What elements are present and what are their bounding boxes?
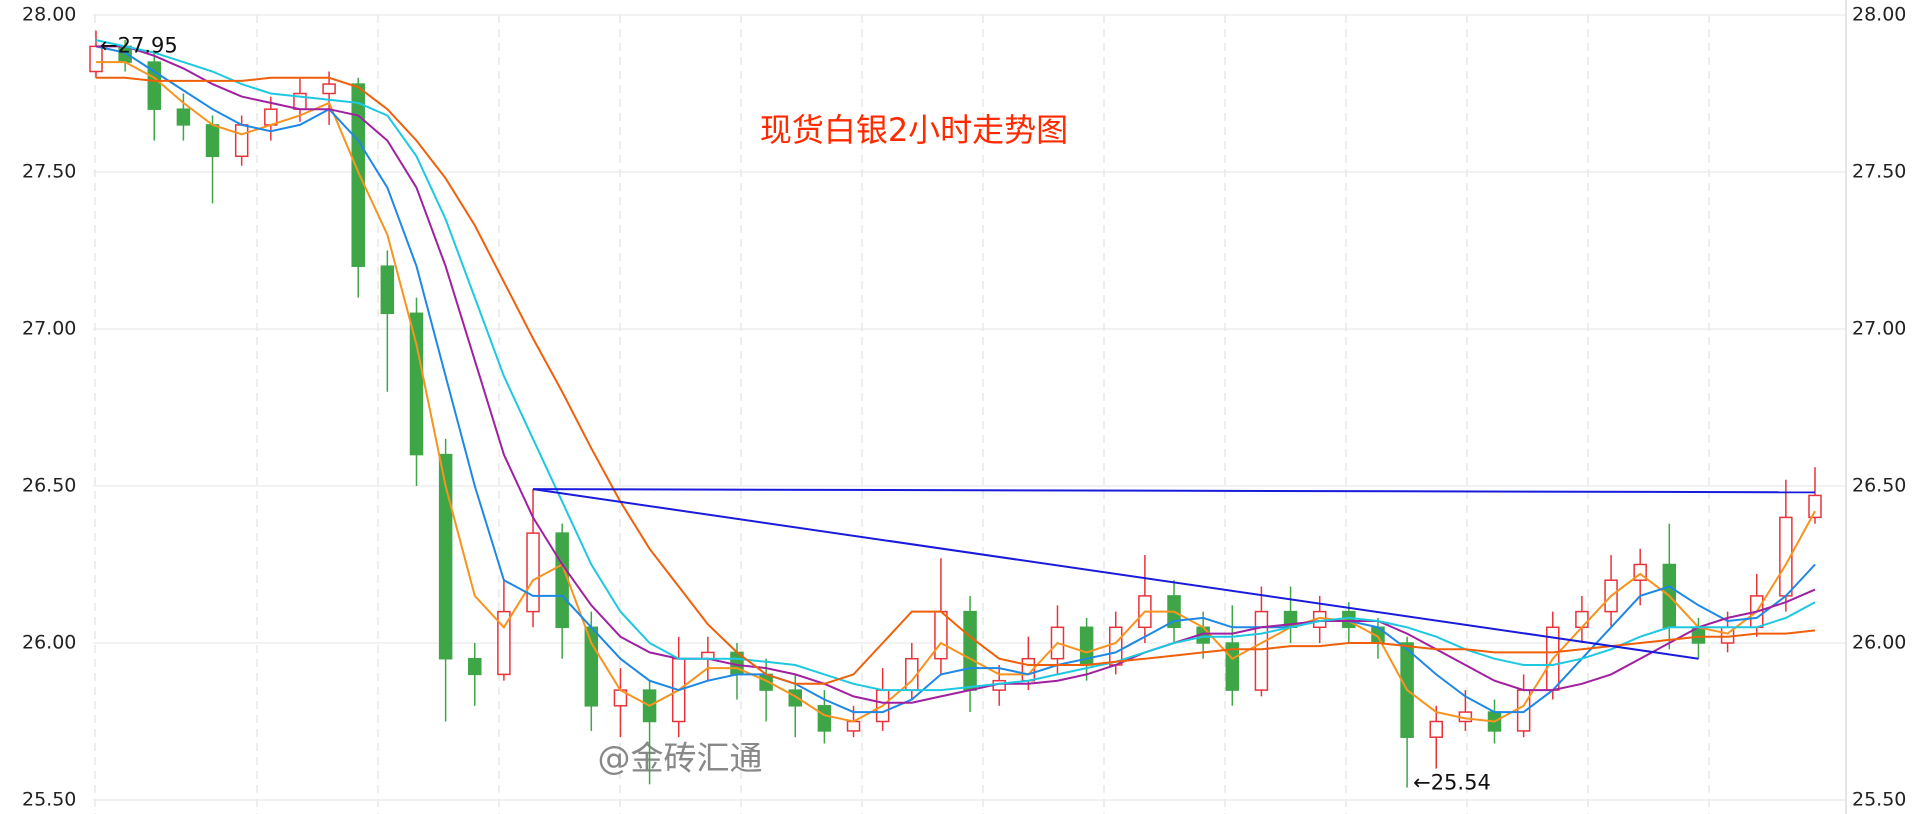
moving-average-line [96, 45, 1816, 704]
moving-average-line [96, 76, 1816, 685]
candle-body [1254, 610, 1269, 691]
candle-body [555, 532, 569, 629]
y-tick-label: 28.00 [22, 4, 76, 26]
moving-average-line [95, 45, 1816, 714]
candle-body [205, 124, 220, 158]
watermark: @金砖汇通 [598, 739, 763, 778]
candle-body [380, 265, 395, 315]
annotation: ←25.54 [1413, 770, 1491, 794]
candle-body [234, 124, 249, 158]
y2-tick-label: 28.00 [1852, 4, 1906, 26]
trend-line [532, 488, 1699, 660]
y-tick-label: 26.50 [22, 475, 76, 497]
candle-body [934, 610, 948, 660]
y2-tick-label: 27.00 [1852, 318, 1906, 340]
y2-tick-label: 27.50 [1852, 161, 1906, 183]
candle-body [351, 83, 365, 267]
moving-average-line [95, 39, 1816, 692]
candle-body [1342, 610, 1356, 629]
candle-body [468, 657, 482, 676]
candle-body [526, 532, 540, 613]
candle-body [409, 312, 424, 456]
candle-body [322, 83, 336, 95]
candle-body [1575, 610, 1589, 629]
candle-body [963, 610, 977, 691]
candle-body [1808, 494, 1822, 519]
y2-tick-label: 25.50 [1852, 789, 1906, 811]
candle-body [1429, 720, 1443, 738]
candle-body [1108, 626, 1123, 666]
y2-tick-label: 26.50 [1852, 475, 1906, 497]
trend-line [533, 488, 1816, 494]
y-tick-label: 25.50 [22, 789, 76, 811]
candle-body [438, 453, 453, 660]
y2-tick-label: 26.00 [1852, 632, 1906, 654]
candle-body [584, 626, 599, 707]
y-tick-label: 26.00 [22, 632, 76, 654]
candle-body [817, 705, 832, 732]
chart-title: 现货白银2小时走势图 [760, 111, 1068, 149]
y-tick-label: 27.50 [22, 161, 76, 183]
moving-average-line [96, 61, 1816, 723]
candle-body [497, 610, 511, 676]
candle-body [846, 720, 861, 732]
y-tick-label: 27.00 [22, 318, 76, 340]
candle-body [176, 108, 191, 126]
candle-body [1516, 689, 1531, 732]
annotation: ←27.95 [100, 34, 178, 58]
